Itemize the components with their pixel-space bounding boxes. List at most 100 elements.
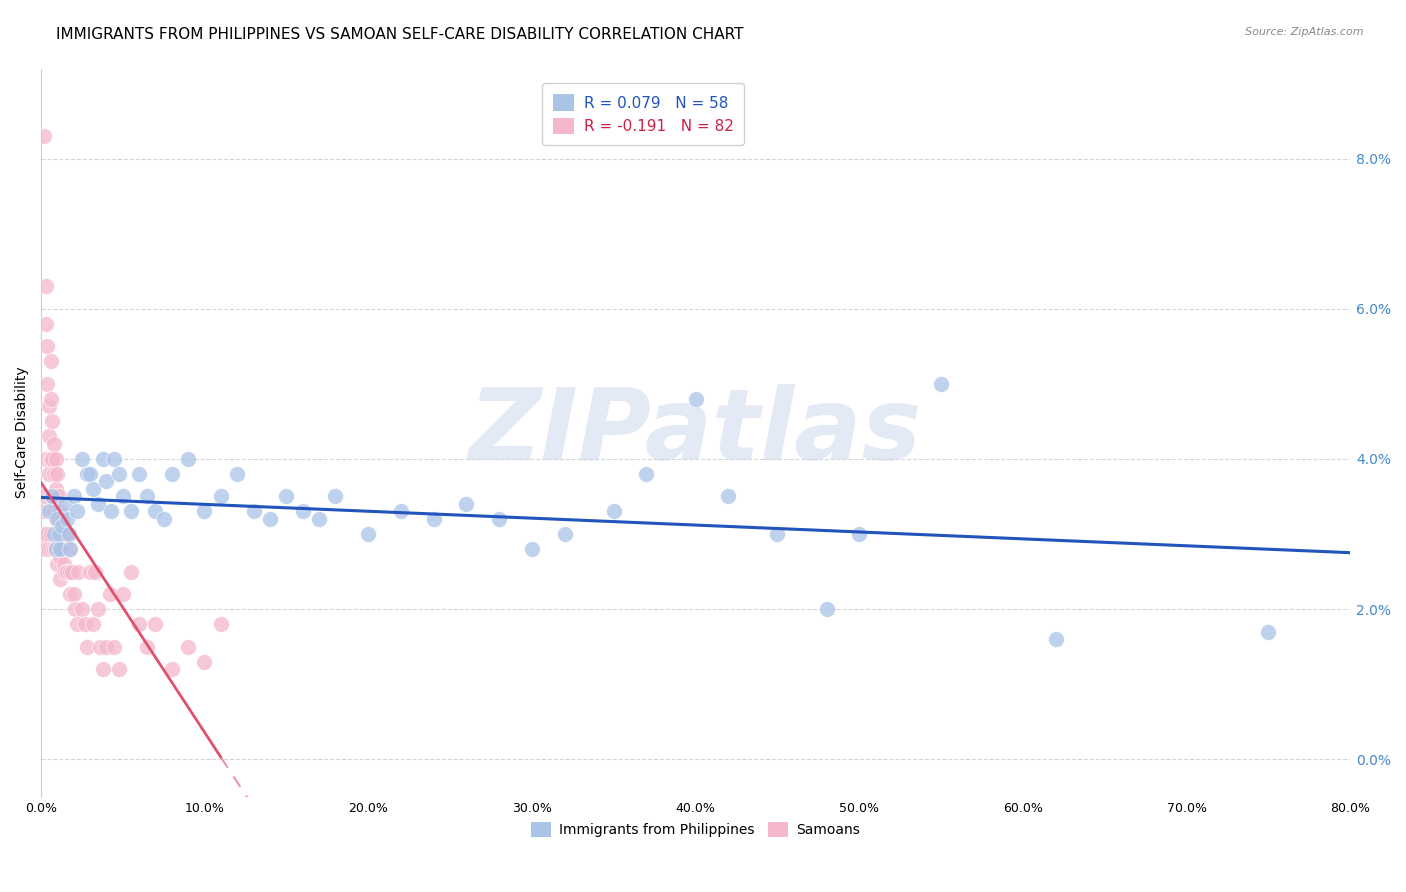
Point bbox=[35, 279, 58, 293]
Point bbox=[276, 490, 298, 504]
Point bbox=[96, 475, 118, 489]
Point bbox=[52, 557, 75, 571]
Point bbox=[242, 504, 264, 518]
Point bbox=[37, 339, 59, 353]
Point bbox=[56, 527, 79, 541]
Point bbox=[35, 451, 58, 466]
Point bbox=[45, 541, 67, 556]
Point bbox=[38, 541, 60, 556]
Point bbox=[42, 437, 65, 451]
Text: IMMIGRANTS FROM PHILIPPINES VS SAMOAN SELF-CARE DISABILITY CORRELATION CHART: IMMIGRANTS FROM PHILIPPINES VS SAMOAN SE… bbox=[56, 27, 744, 42]
Point bbox=[66, 504, 89, 518]
Point bbox=[848, 527, 870, 541]
Point bbox=[87, 602, 110, 616]
Point bbox=[291, 504, 314, 518]
Point bbox=[48, 527, 70, 541]
Point bbox=[103, 451, 125, 466]
Point bbox=[51, 541, 73, 556]
Point bbox=[48, 541, 70, 556]
Point bbox=[193, 655, 215, 669]
Point bbox=[128, 467, 150, 481]
Point bbox=[53, 497, 76, 511]
Point bbox=[70, 602, 93, 616]
Point bbox=[100, 504, 122, 518]
Point bbox=[56, 512, 79, 526]
Point bbox=[45, 512, 67, 526]
Point bbox=[152, 512, 174, 526]
Point bbox=[128, 617, 150, 632]
Point bbox=[79, 565, 101, 579]
Point bbox=[56, 565, 79, 579]
Point bbox=[41, 414, 63, 428]
Point bbox=[31, 504, 53, 518]
Point bbox=[145, 504, 167, 518]
Point bbox=[89, 640, 111, 654]
Point bbox=[42, 504, 65, 518]
Point bbox=[48, 490, 70, 504]
Point bbox=[42, 527, 65, 541]
Point bbox=[51, 512, 73, 526]
Point bbox=[1045, 632, 1067, 646]
Point bbox=[67, 565, 90, 579]
Point bbox=[602, 504, 624, 518]
Point bbox=[62, 490, 84, 504]
Point bbox=[554, 527, 576, 541]
Point bbox=[76, 640, 98, 654]
Point bbox=[46, 490, 69, 504]
Point bbox=[177, 451, 200, 466]
Point bbox=[46, 557, 69, 571]
Point bbox=[63, 602, 86, 616]
Point bbox=[717, 490, 740, 504]
Point bbox=[46, 527, 69, 541]
Point bbox=[39, 354, 62, 368]
Point bbox=[49, 504, 72, 518]
Point bbox=[685, 392, 707, 406]
Point bbox=[59, 587, 82, 601]
Point bbox=[41, 490, 63, 504]
Point bbox=[58, 527, 80, 541]
Point bbox=[53, 565, 76, 579]
Text: Source: ZipAtlas.com: Source: ZipAtlas.com bbox=[1246, 27, 1364, 37]
Point bbox=[46, 512, 69, 526]
Point bbox=[766, 527, 789, 541]
Point bbox=[45, 541, 67, 556]
Point bbox=[46, 512, 69, 526]
Point bbox=[226, 467, 249, 481]
Point bbox=[46, 467, 69, 481]
Point bbox=[32, 490, 55, 504]
Point bbox=[98, 587, 121, 601]
Point bbox=[45, 482, 67, 496]
Point bbox=[488, 512, 510, 526]
Y-axis label: Self-Care Disability: Self-Care Disability bbox=[15, 367, 30, 499]
Point bbox=[51, 519, 73, 533]
Point bbox=[1257, 624, 1279, 639]
Point bbox=[177, 640, 200, 654]
Point bbox=[456, 497, 478, 511]
Point bbox=[38, 429, 60, 443]
Point bbox=[111, 587, 134, 601]
Point bbox=[35, 541, 58, 556]
Point bbox=[82, 617, 104, 632]
Point bbox=[41, 490, 63, 504]
Point bbox=[39, 527, 62, 541]
Point bbox=[32, 527, 55, 541]
Point bbox=[45, 451, 67, 466]
Point bbox=[49, 572, 72, 586]
Point bbox=[422, 512, 444, 526]
Text: ZIPatlas: ZIPatlas bbox=[470, 384, 922, 481]
Point bbox=[38, 467, 60, 481]
Point bbox=[136, 640, 159, 654]
Point bbox=[49, 541, 72, 556]
Point bbox=[79, 467, 101, 481]
Point bbox=[91, 451, 114, 466]
Point bbox=[111, 490, 134, 504]
Point bbox=[120, 504, 142, 518]
Point bbox=[42, 541, 65, 556]
Point bbox=[59, 565, 82, 579]
Point bbox=[160, 662, 183, 676]
Point bbox=[520, 541, 543, 556]
Point bbox=[37, 376, 59, 391]
Point bbox=[53, 527, 76, 541]
Point bbox=[38, 400, 60, 414]
Point bbox=[49, 527, 72, 541]
